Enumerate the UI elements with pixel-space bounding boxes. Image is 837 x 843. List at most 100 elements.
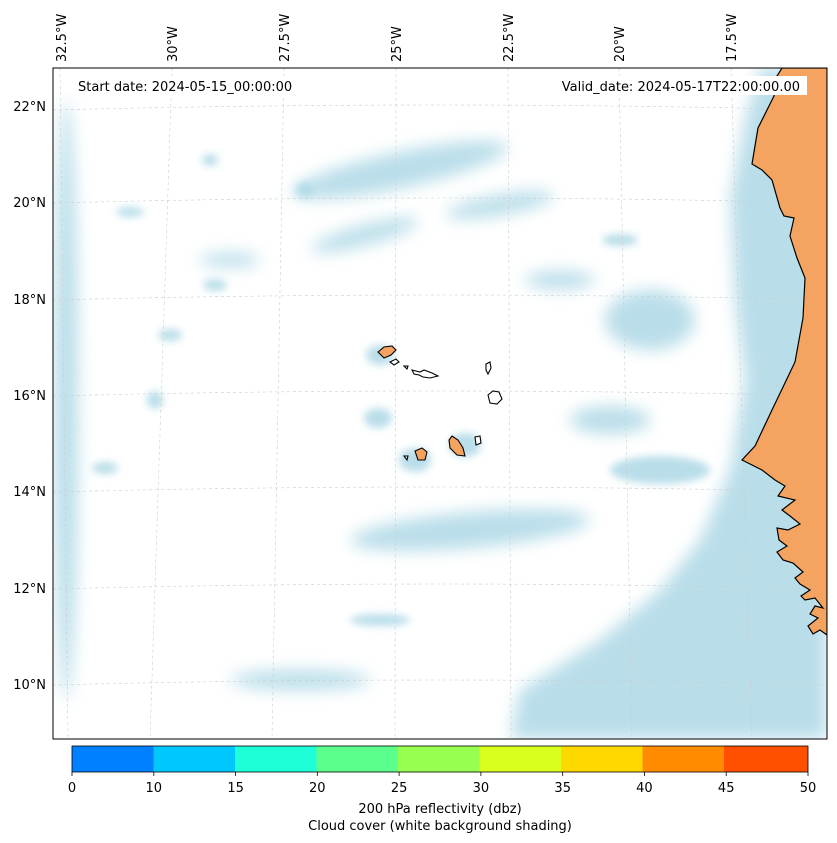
longitude-labels: 32.5°W 30°W 27.5°W 25°W 22.5°W 20°W 17.5… [55,14,740,62]
meridian-32-5w [59,68,69,739]
colorbar-segment-6 [479,746,562,772]
colorbar-tick-40: 40 [636,781,653,796]
lat-label-22n: 22°N [13,100,46,115]
cloud-spot-5 [147,391,163,409]
cloud-spot-7 [203,279,227,291]
colorbar-segment-8 [642,746,725,772]
island-sao-nicolau [410,369,440,379]
cloud-cover-shading [54,68,827,739]
cloud-spot-10 [350,614,410,626]
meridian-30w [149,68,173,739]
lon-label-17-5w: 17.5°W [725,14,740,62]
colorbar-segment-7 [561,746,643,772]
colorbar-tick-0: 0 [68,781,76,796]
colorbar-title: 200 hPa reflectivity (dbz) [358,802,521,817]
cloud-spot-1 [202,154,218,166]
cloud-spot-2 [296,183,314,197]
cloud-spot-3 [116,207,144,217]
island-fogo [414,447,428,461]
island-brava [402,455,409,462]
lon-label-27-5w: 27.5°W [278,14,293,62]
start-date-box: Start date: 2024-05-15_00:00:00 [70,76,312,95]
cloud-spot-8 [610,456,710,484]
cape-verde-islands [377,345,503,462]
cloud-spot-9 [602,234,638,246]
lon-label-32-5w: 32.5°W [55,14,70,62]
africa-coastline [741,68,827,636]
colorbar-subtitle: Cloud cover (white background shading) [308,819,572,834]
colorbar-tick-30: 30 [473,781,490,796]
colorbar: 0 10 15 20 25 30 35 40 45 50 200 hPa ref… [68,745,816,834]
meridian-22-5w [507,68,512,739]
cloud-band-2 [311,217,419,253]
colorbar-segment-5 [398,746,480,772]
colorbar-segment-1 [72,746,154,772]
cloud-band-7 [230,670,370,690]
parallel-22n [53,104,827,111]
colorbar-segments [72,746,808,772]
meridian-20w [618,68,633,739]
parallel-16n [53,390,827,397]
colorbar-segment-3 [235,746,317,772]
lat-label-16n: 16°N [13,389,46,404]
lat-label-12n: 12°N [13,582,46,597]
colorbar-tick-labels: 0 10 15 20 25 30 35 40 45 50 [68,781,816,796]
cloud-band-4 [350,509,590,551]
parallel-20n [53,197,827,204]
island-santa-luzia [402,365,409,371]
latitude-labels: 22°N 20°N 18°N 16°N 14°N 12°N 10°N [13,100,46,693]
cloud-band-1 [292,141,508,199]
parallel-10n [53,679,827,686]
lat-label-20n: 20°N [13,196,46,211]
start-date-label: Start date: 2024-05-15_00:00:00 [78,80,292,95]
island-maio [474,435,482,446]
meridian-17-5w [730,68,753,739]
lon-label-20w: 20°W [613,26,628,62]
island-santo-antao [377,345,397,359]
colorbar-tick-35: 35 [554,781,571,796]
cloud-band-8 [200,253,260,267]
graticule [53,68,827,739]
island-boa-vista [487,390,503,405]
colorbar-tick-10: 10 [146,781,163,796]
cloud-band-9 [605,290,695,350]
cloud-west-edge [54,100,78,700]
colorbar-segment-2 [153,746,236,772]
colorbar-tick-20: 20 [309,781,326,796]
colorbar-tick-45: 45 [718,781,735,796]
start-date-bg [70,76,312,95]
colorbar-frame [71,745,809,773]
colorbar-segment-9 [724,746,808,772]
lon-label-22-5w: 22.5°W [502,14,517,62]
valid-date-box: Valid_date: 2024-05-17T22:00:00.00 [539,76,807,95]
cloud-band-6 [570,406,650,434]
parallel-14n [53,486,827,493]
map-frame [52,67,828,740]
island-sal [485,361,492,376]
colorbar-tick-25: 25 [391,781,408,796]
cloud-islands-3 [364,408,392,428]
cloud-spot-6 [92,462,118,474]
parallel-12n [53,583,827,590]
parallel-18n [53,294,827,301]
meridian-25w [394,68,397,739]
meridian-27-5w [271,68,285,739]
lat-label-10n: 10°N [13,678,46,693]
island-santiago [448,435,466,457]
valid-date-bg [539,76,807,95]
cloud-spot-4 [158,329,182,341]
colorbar-tick-50: 50 [800,781,817,796]
lon-label-25w: 25°W [390,26,405,62]
colorbar-tick-15: 15 [227,781,244,796]
lon-label-30w: 30°W [166,26,181,62]
colorbar-segment-4 [316,746,399,772]
cloud-coastal-band [510,68,827,739]
island-sao-vicente [388,358,400,366]
lat-label-18n: 18°N [13,293,46,308]
lat-label-14n: 14°N [13,485,46,500]
cloud-band-5 [525,271,595,289]
colorbar-ticks [71,772,809,776]
map-area[interactable]: Start date: 2024-05-15_00:00:00 Valid_da… [53,68,827,739]
valid-date-label: Valid_date: 2024-05-17T22:00:00.00 [562,80,800,95]
